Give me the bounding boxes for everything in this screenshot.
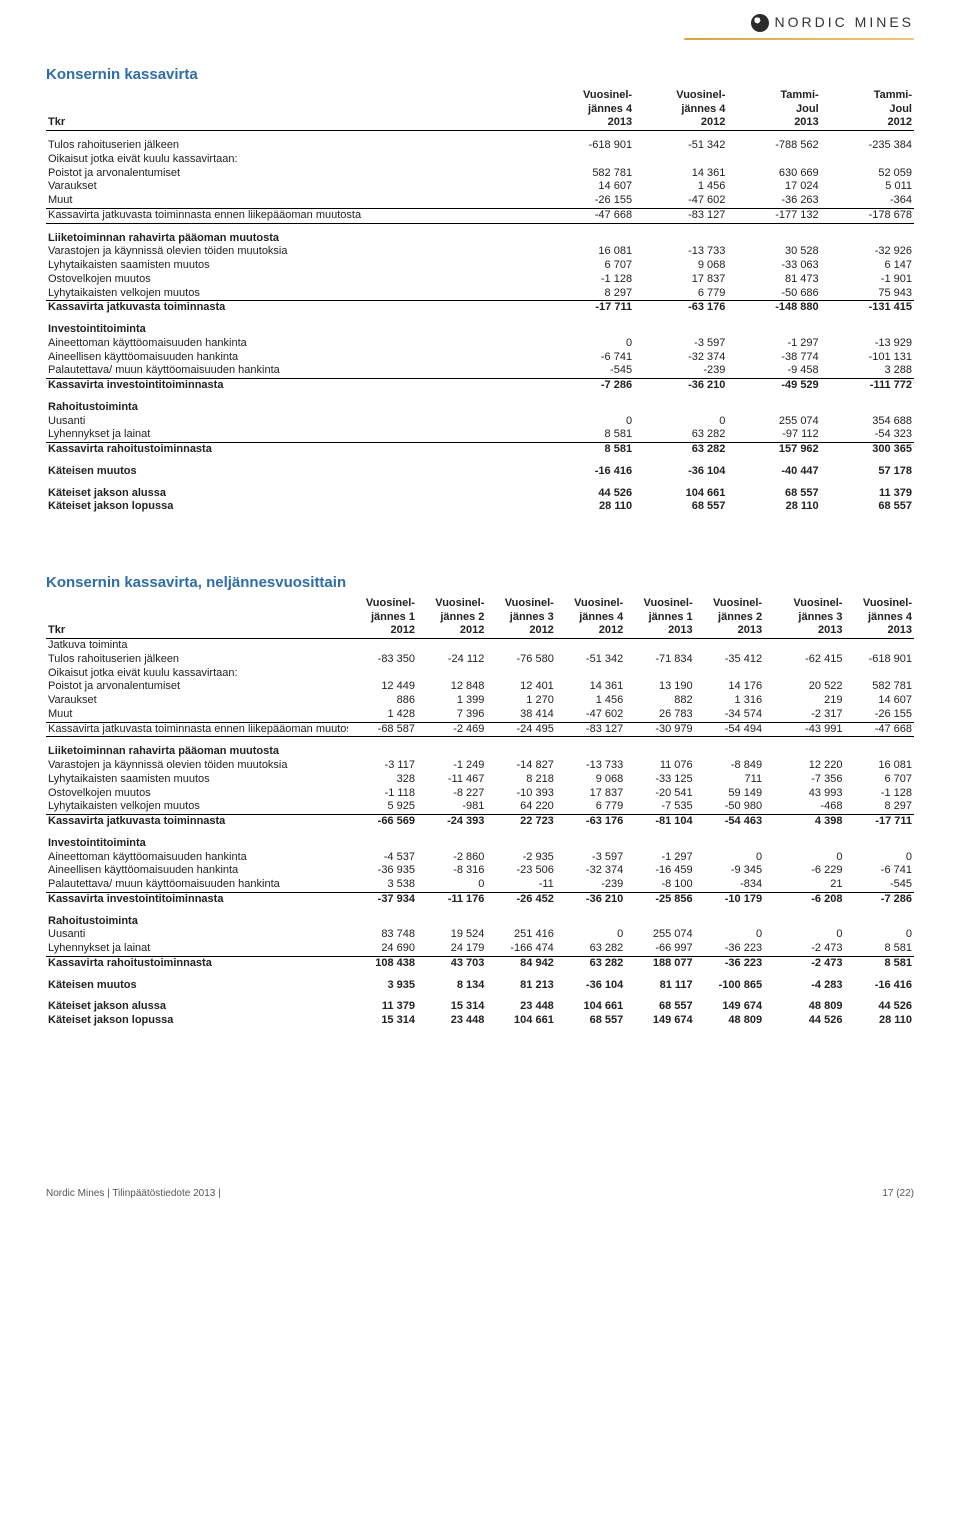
cashflow-table: Vuosinel-Vuosinel-Tammi-Tammi-jännes 4jä… <box>46 89 914 514</box>
table2-title: Konsernin kassavirta, neljännesvuosittai… <box>46 574 914 593</box>
logo-mark-icon <box>751 14 769 32</box>
logo-text: NORDIC MINES <box>775 14 914 32</box>
footer-left: Nordic Mines | Tilinpäätöstiedote 2013 | <box>46 1188 221 1199</box>
table1-title: Konsernin kassavirta <box>46 66 914 85</box>
brand-logo: NORDIC MINES <box>751 14 914 32</box>
logo-underline <box>684 38 914 40</box>
page-footer: Nordic Mines | Tilinpäätöstiedote 2013 |… <box>46 1188 914 1201</box>
footer-page-number: 17 (22) <box>882 1188 914 1201</box>
cashflow-quarterly-table: Vuosinel-Vuosinel-Vuosinel-Vuosinel-Vuos… <box>46 597 914 1028</box>
